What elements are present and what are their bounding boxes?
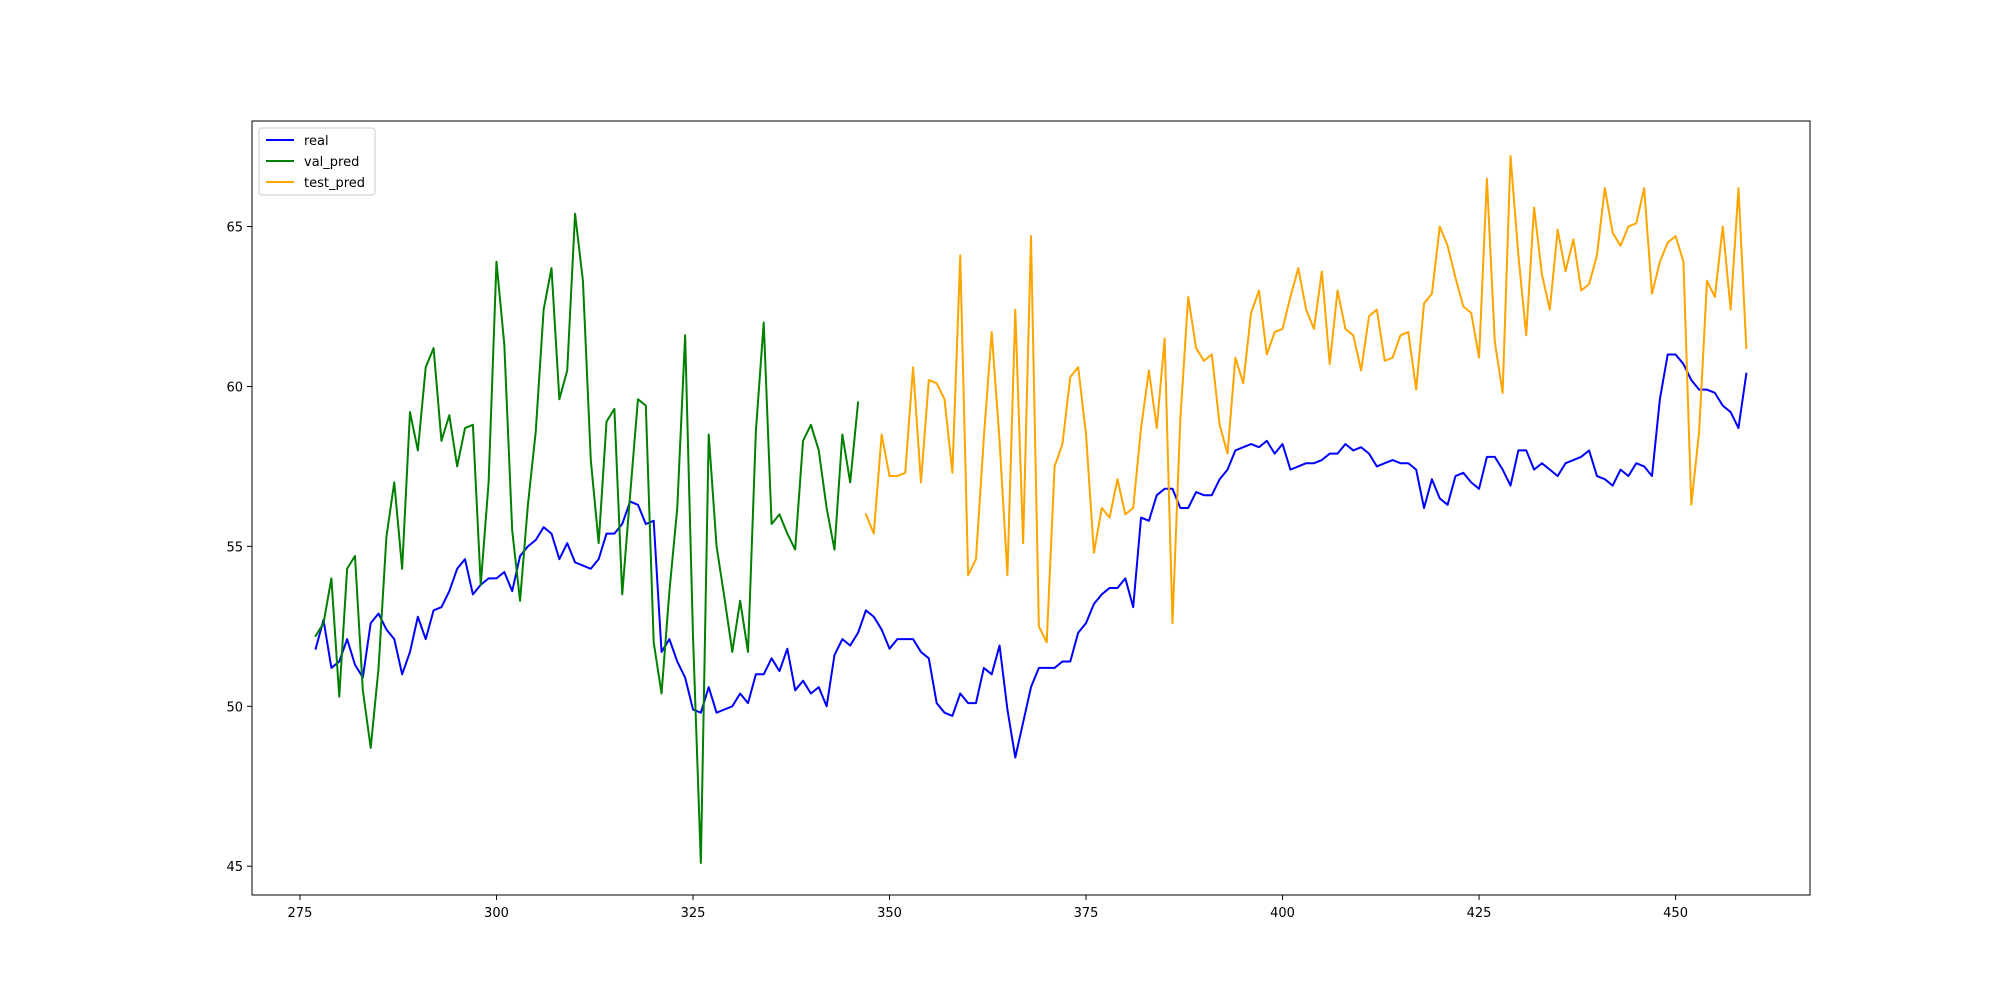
series-line-test-pred	[864, 155, 1748, 644]
legend-entries: real val_pred test_pred	[266, 134, 365, 191]
x-tick-label: 300	[484, 906, 509, 921]
series-line-val-pred	[314, 212, 860, 865]
x-tick-label: 375	[1074, 906, 1099, 921]
legend: real val_pred test_pred	[258, 127, 376, 196]
legend-box	[258, 127, 376, 196]
x-tick-label: 450	[1663, 906, 1688, 921]
legend-label-real: real	[304, 134, 329, 149]
x-tick-label: 350	[877, 906, 902, 921]
x-tick-label: 275	[288, 906, 313, 921]
axes-frame	[251, 120, 1811, 896]
x-tick-label: 325	[681, 906, 706, 921]
legend-label-val-pred: val_pred	[304, 155, 359, 170]
y-tick-label: 50	[226, 700, 243, 715]
y-tick-label: 60	[226, 380, 243, 395]
series-layer	[314, 155, 1748, 865]
x-tick-label: 425	[1467, 906, 1492, 921]
y-axis-ticks: 45 50 55 60 65	[226, 221, 252, 875]
y-tick-label: 65	[226, 221, 243, 236]
legend-label-test-pred: test_pred	[304, 176, 365, 191]
series-line-real	[314, 353, 1748, 759]
y-tick-label: 45	[226, 860, 243, 875]
x-axis-ticks: 275 300 325 350 375 400 425 450	[288, 895, 1688, 921]
y-tick-label: 55	[226, 540, 243, 555]
x-tick-label: 400	[1270, 906, 1295, 921]
